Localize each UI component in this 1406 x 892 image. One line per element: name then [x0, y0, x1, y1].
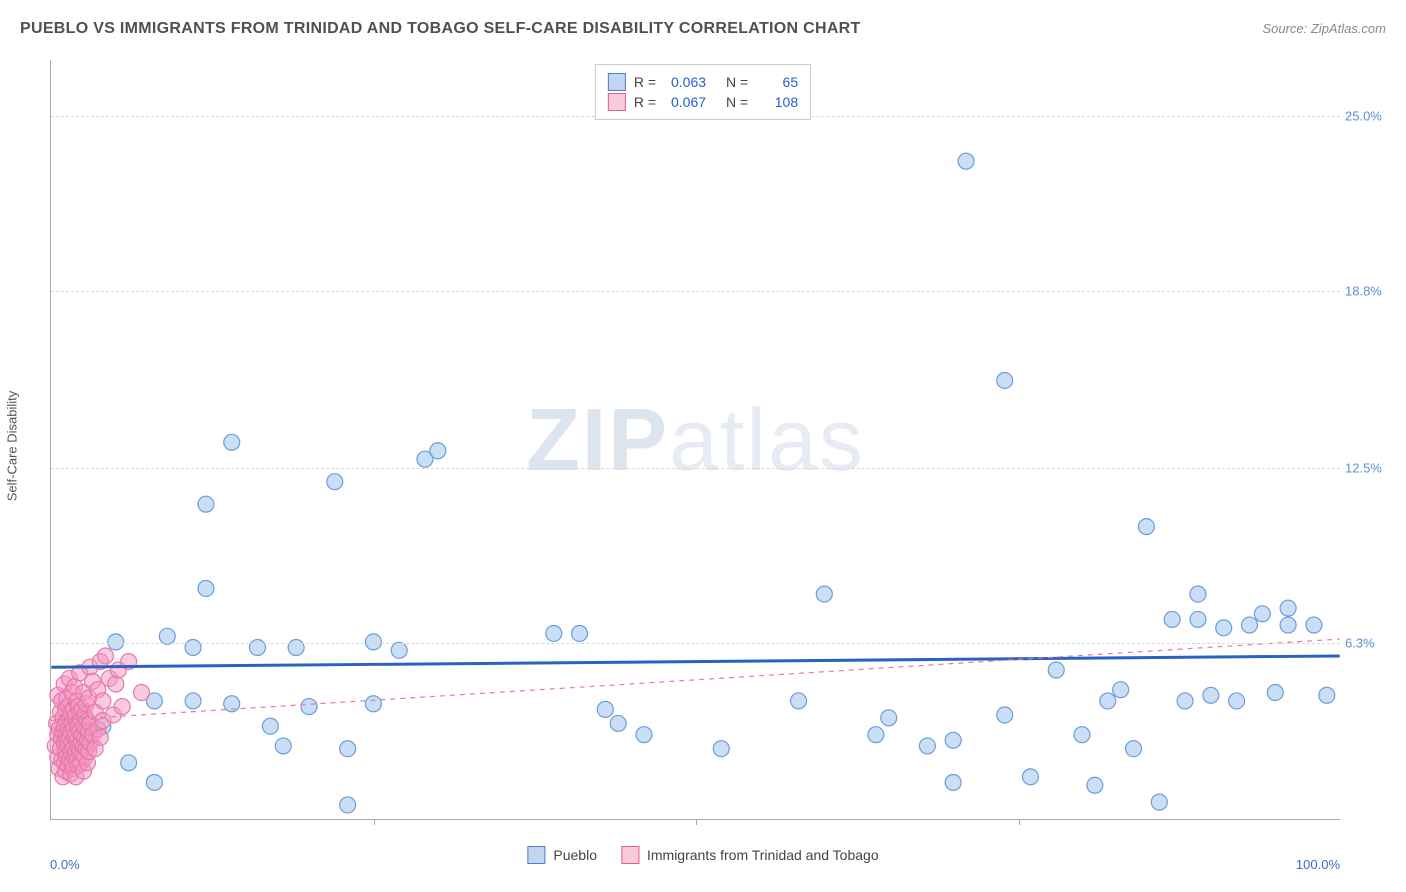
swatch-pink-icon	[621, 846, 639, 864]
data-point	[340, 741, 356, 757]
swatch-blue-icon	[527, 846, 545, 864]
data-point	[146, 774, 162, 790]
data-point	[1190, 611, 1206, 627]
source-value: ZipAtlas.com	[1311, 21, 1386, 36]
data-point	[97, 648, 113, 664]
data-point	[1319, 687, 1335, 703]
data-point	[1280, 617, 1296, 633]
data-point	[1254, 606, 1270, 622]
data-point	[95, 693, 111, 709]
data-point	[997, 372, 1013, 388]
data-point	[997, 707, 1013, 723]
r-value-pueblo: 0.063	[664, 74, 706, 90]
data-point	[572, 625, 588, 641]
title-bar: PUEBLO VS IMMIGRANTS FROM TRINIDAD AND T…	[20, 20, 1386, 38]
plot-area: ZIPatlas 6.3%12.5%18.8%25.0%	[50, 60, 1340, 820]
data-point	[1138, 519, 1154, 535]
gridline	[51, 291, 1340, 292]
data-point	[108, 676, 124, 692]
data-point	[958, 153, 974, 169]
data-point	[1306, 617, 1322, 633]
data-point	[92, 729, 108, 745]
x-tick	[1019, 819, 1020, 825]
data-point	[881, 710, 897, 726]
data-point	[365, 696, 381, 712]
gridline	[51, 643, 1340, 644]
data-point	[791, 693, 807, 709]
data-point	[1048, 662, 1064, 678]
y-tick-label: 12.5%	[1345, 461, 1395, 476]
data-point	[546, 625, 562, 641]
data-point	[1267, 685, 1283, 701]
data-point	[1203, 687, 1219, 703]
data-point	[121, 755, 137, 771]
data-point	[430, 443, 446, 459]
data-point	[1126, 741, 1142, 757]
y-tick-label: 25.0%	[1345, 109, 1395, 124]
y-tick-label: 6.3%	[1345, 635, 1395, 650]
data-point	[816, 586, 832, 602]
data-point	[597, 701, 613, 717]
legend-item-immigrants: Immigrants from Trinidad and Tobago	[621, 846, 879, 864]
legend-correlation: R = 0.063 N = 65 R = 0.067 N = 108	[595, 64, 811, 120]
data-point	[114, 699, 130, 715]
data-point	[391, 642, 407, 658]
y-axis-title: Self-Care Disability	[5, 391, 20, 502]
data-point	[1241, 617, 1257, 633]
data-point	[198, 496, 214, 512]
data-point	[1100, 693, 1116, 709]
swatch-pink-icon	[608, 93, 626, 111]
x-tick	[374, 819, 375, 825]
data-point	[275, 738, 291, 754]
data-point	[224, 434, 240, 450]
n-value-immigrants: 108	[756, 94, 798, 110]
data-point	[1022, 769, 1038, 785]
data-point	[185, 693, 201, 709]
data-point	[327, 474, 343, 490]
data-point	[610, 715, 626, 731]
data-point	[945, 774, 961, 790]
data-point	[1280, 600, 1296, 616]
legend-row-immigrants: R = 0.067 N = 108	[608, 93, 798, 111]
data-point	[868, 727, 884, 743]
data-point	[301, 699, 317, 715]
data-point	[1229, 693, 1245, 709]
data-point	[713, 741, 729, 757]
data-point	[134, 685, 150, 701]
data-point	[945, 732, 961, 748]
n-value-pueblo: 65	[756, 74, 798, 90]
data-point	[1113, 682, 1129, 698]
chart-title: PUEBLO VS IMMIGRANTS FROM TRINIDAD AND T…	[20, 20, 861, 38]
data-point	[1216, 620, 1232, 636]
r-value-immigrants: 0.067	[664, 94, 706, 110]
scatter-plot	[51, 60, 1340, 819]
gridline	[51, 468, 1340, 469]
data-point	[1190, 586, 1206, 602]
legend-row-pueblo: R = 0.063 N = 65	[608, 73, 798, 91]
x-tick	[696, 819, 697, 825]
x-min-label: 0.0%	[50, 857, 80, 872]
data-point	[1074, 727, 1090, 743]
data-point	[1151, 794, 1167, 810]
swatch-blue-icon	[608, 73, 626, 91]
data-point	[636, 727, 652, 743]
trend-line	[51, 656, 1339, 667]
data-point	[198, 580, 214, 596]
trend-line	[51, 639, 1339, 721]
x-max-label: 100.0%	[1296, 857, 1340, 872]
data-point	[1164, 611, 1180, 627]
data-point	[1087, 777, 1103, 793]
legend-series: Pueblo Immigrants from Trinidad and Toba…	[527, 846, 878, 864]
data-point	[1177, 693, 1193, 709]
legend-item-pueblo: Pueblo	[527, 846, 597, 864]
y-tick-label: 18.8%	[1345, 283, 1395, 298]
data-point	[340, 797, 356, 813]
data-point	[919, 738, 935, 754]
source-label: Source: ZipAtlas.com	[1262, 21, 1386, 36]
data-point	[262, 718, 278, 734]
